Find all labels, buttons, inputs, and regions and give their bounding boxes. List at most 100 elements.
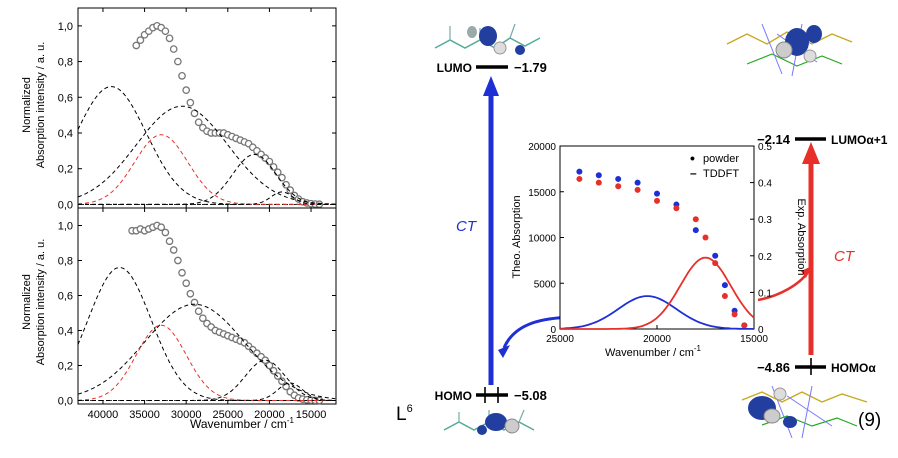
inset-tddft-curve (560, 256, 755, 330)
inset-data-point (692, 216, 699, 223)
ct-label-right: CT (834, 248, 856, 265)
y-tick-label: 0,2 (58, 361, 73, 373)
y-tick-label: 0,4 (58, 326, 73, 338)
data-point (174, 256, 182, 265)
inset-x-tick-label: 20000 (643, 334, 671, 345)
inset-data-point (673, 205, 680, 212)
plot-frame (77, 7, 337, 209)
data-point (186, 289, 195, 298)
inset-data-point (634, 179, 641, 186)
data-point (186, 98, 195, 107)
fit-gaussian (78, 382, 336, 401)
inset-data-point (576, 175, 583, 182)
data-point (132, 41, 141, 50)
ct-arrow-left-head (483, 76, 499, 96)
data-point (278, 377, 286, 386)
data-point (169, 45, 178, 53)
y-axis-label-top-line1: Normalized (21, 77, 33, 133)
ct-label-left: CT (456, 218, 478, 235)
inset-data-point (615, 175, 622, 182)
y-tick-label: 0,6 (58, 92, 73, 104)
inset-y2-tick-label: 0.2 (758, 252, 772, 263)
fit-gaussian-red (78, 324, 336, 401)
red-pointer-arrow-head (801, 266, 812, 278)
y-tick-label: 0,0 (58, 199, 73, 211)
inset-data-point (595, 172, 602, 179)
inset-left-axis-label: Theo. Absorption (511, 195, 523, 278)
y-tick-label: 1,0 (58, 221, 73, 233)
data-point (286, 186, 295, 194)
y-tick-label: 0,0 (58, 396, 73, 408)
data-point (194, 307, 203, 316)
x-tick-label: 35000 (129, 409, 160, 421)
molecule-homo-alpha-image (741, 385, 868, 439)
data-point (161, 27, 170, 36)
inset-right-axis-label: Exp. Absorption (795, 198, 807, 275)
inset-data-point (712, 252, 719, 259)
x-axis-label: Wavenumber / cm-1 (190, 416, 295, 431)
fit-gaussian (78, 191, 336, 205)
ligand-label: L6 (396, 403, 413, 425)
molecule-lumo-image (434, 23, 541, 55)
fit-gaussian (77, 267, 336, 401)
homo-alpha-label: HOMOα (831, 361, 876, 375)
inset-data-point (595, 179, 602, 186)
bottom-spectrum-panel: 0,0 0,2 0,4 0,6 0,8 1,0 40000 35000 30000 25000 20… (58, 207, 337, 421)
legend-marker-powder: • (690, 150, 695, 166)
data-point (165, 34, 174, 43)
data-point (178, 268, 186, 277)
inset-data-point (654, 197, 660, 204)
inset-data-point (576, 168, 583, 175)
inset-y-tick-label: 20000 (528, 142, 556, 153)
inset-data-point (721, 293, 728, 300)
homo-alpha-value: −4.86 (757, 360, 790, 375)
inset-y2-tick-label: 0.4 (758, 179, 772, 190)
y-axis-label-top-line2: Absorption intensity / a. u. (35, 42, 47, 169)
inset-y-tick-label: 0 (550, 325, 556, 336)
legend-label-tddft: TDDFT (703, 168, 739, 180)
inset-data-point (615, 183, 622, 190)
energy-diagram: LUMO −1.79 HOMO −5.08 CT L6 −2.14 LUMOα+… (396, 60, 888, 431)
y-axis-label-bottom-line1: Normalized (21, 274, 33, 330)
data-point (178, 72, 186, 80)
compound-label: (9) (858, 410, 881, 431)
inset-tddft-curve (560, 295, 755, 330)
inset-y2-tick-label: 0.3 (758, 215, 772, 226)
inset-data-point (731, 311, 738, 318)
legend-marker-tddft: – (690, 166, 697, 180)
data-point (182, 86, 191, 94)
homo-value: −5.08 (514, 388, 547, 403)
y-axis-label-bottom-line2: Absorption intensity / a. u. (35, 239, 47, 366)
inset-x-tick-label: 25000 (546, 334, 574, 345)
inset-data-point (702, 234, 709, 241)
y-tick-label: 0,8 (58, 57, 73, 69)
inset-data-point (654, 190, 660, 197)
inset-y2-tick-label: 0.1 (758, 288, 772, 299)
y-tick-label: 1,0 (58, 21, 73, 33)
inset-chart: 0 5000 10000 15000 20000 0 0.1 0.2 0.3 0.4 0.5 2500… (528, 142, 772, 345)
data-point (136, 36, 145, 44)
ct-arrow-right-head (802, 142, 820, 164)
data-point (198, 314, 207, 323)
inset-x-tick-label: 15000 (740, 334, 768, 345)
data-point (261, 356, 270, 365)
inset-legend: • powder – TDDFT (690, 150, 739, 180)
x-tick-label: 25000 (213, 409, 244, 421)
y-tick-label: 0,8 (58, 256, 73, 268)
data-point (174, 57, 182, 66)
homo-label: HOMO (435, 389, 472, 403)
x-tick-label: 20000 (254, 409, 285, 421)
inset-data-point (634, 186, 641, 193)
x-tick-label: 15000 (296, 409, 327, 421)
y-tick-label: 0,4 (58, 128, 73, 140)
blue-pointer-arrow-head (498, 345, 510, 358)
lumo-alpha-label: LUMOα+1 (831, 133, 888, 147)
lumo-label: LUMO (437, 61, 472, 75)
inset-y2-tick-label: 0.5 (758, 142, 772, 153)
inset-data-point (721, 282, 728, 289)
data-point (165, 237, 174, 246)
data-point (182, 279, 191, 288)
x-tick-label: 30000 (171, 409, 202, 421)
